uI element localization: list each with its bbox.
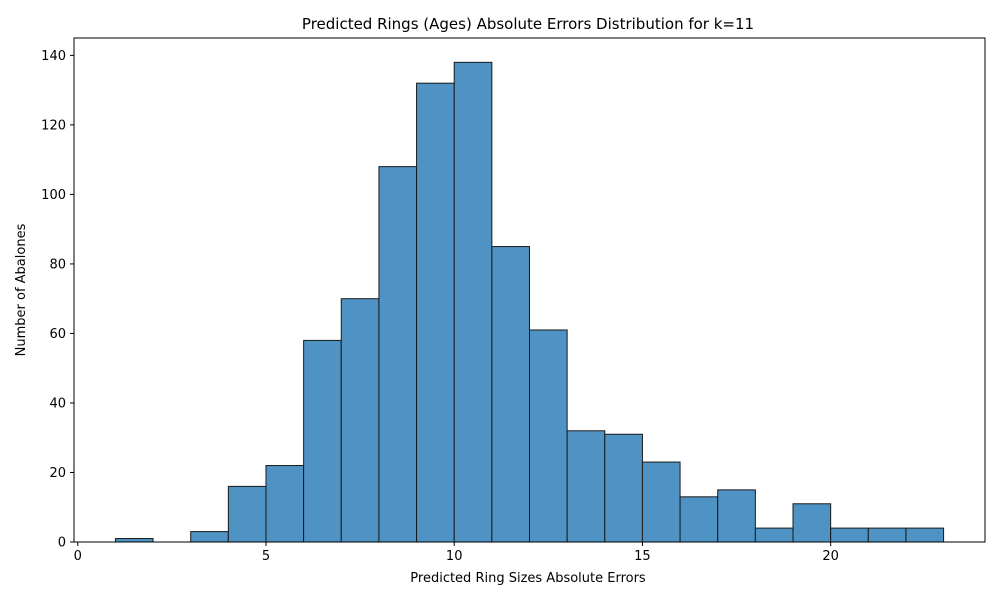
histogram-bar [529,329,568,543]
histogram-bar [792,503,832,543]
x-axis-label: Predicted Ring Sizes Absolute Errors [410,571,646,586]
histogram-bar [830,527,869,543]
y-axis-label: Number of Abalones [14,223,29,356]
plot-frame [73,37,986,543]
histogram-bar [303,339,342,543]
histogram-bar [378,166,418,543]
x-tick-label: 20 [822,549,839,564]
y-tick-label: 60 [49,327,66,342]
histogram-bar [190,531,229,543]
y-tick-label: 40 [49,396,66,411]
y-axis-ticks: 0 20 40 60 80 100 120 140 [41,49,74,551]
histogram-bar [905,527,945,543]
histogram-bar [566,430,606,543]
chart-title: Predicted Rings (Ages) Absolute Errors D… [302,15,754,33]
x-tick-label: 15 [634,549,651,564]
histogram-bar [604,433,643,543]
histogram-bar [641,461,681,543]
y-tick-label: 140 [41,49,66,64]
histogram-bar [679,496,719,543]
histogram-bar [453,61,493,543]
histogram-bar [754,527,794,543]
histogram-bar [114,538,154,543]
x-tick-label: 0 [74,549,82,564]
y-tick-label: 0 [58,536,66,551]
histogram-bar [867,527,907,543]
y-tick-label: 20 [49,466,66,481]
bars-group [114,61,945,543]
histogram-bar [227,485,267,543]
y-tick-label: 80 [49,257,66,272]
histogram-bar [265,465,305,543]
histogram-bar [416,82,455,543]
x-axis-ticks: 0 5 10 15 20 [74,542,839,564]
x-tick-label: 5 [262,549,270,564]
histogram-bar [717,489,756,543]
histogram-bar [491,246,531,543]
x-tick-label: 10 [446,549,463,564]
y-tick-label: 100 [41,188,66,203]
histogram-bar [340,298,380,543]
y-tick-label: 120 [41,118,66,133]
